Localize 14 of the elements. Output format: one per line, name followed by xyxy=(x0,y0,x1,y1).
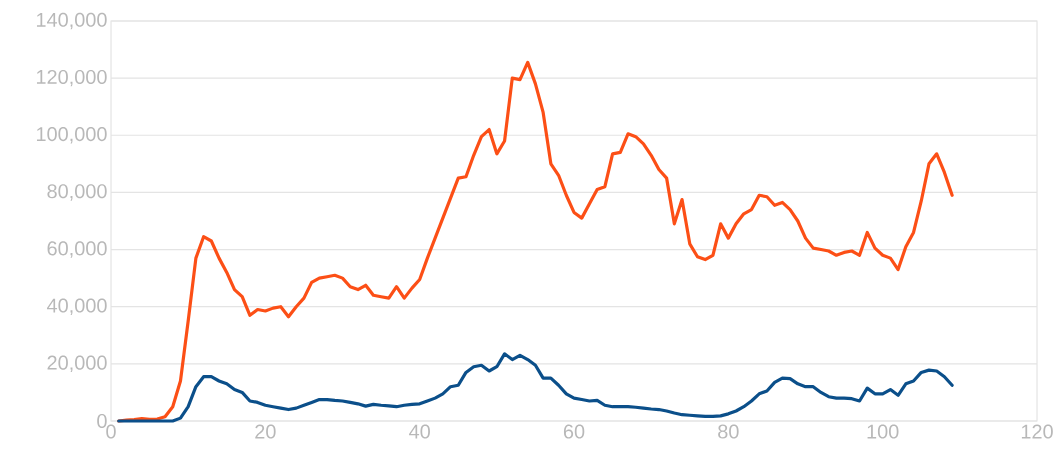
x-tick-label: 60 xyxy=(563,424,585,439)
x-tick-label: 100 xyxy=(867,424,899,439)
x-tick-label: 80 xyxy=(718,424,739,439)
y-tick-label: 0 xyxy=(97,413,107,429)
x-tick-label: 20 xyxy=(255,424,276,439)
x-tick-label: 120 xyxy=(1021,424,1053,439)
y-tick-label: 120,000 xyxy=(36,69,107,87)
y-tick-label: 60,000 xyxy=(47,241,107,258)
y-tick-label: 20,000 xyxy=(47,355,107,373)
y-tick-label: 80,000 xyxy=(47,184,107,201)
y-tick-label: 140,000 xyxy=(36,12,107,30)
y-tick-label: 100,000 xyxy=(36,127,107,144)
x-tick-label: 40 xyxy=(409,424,430,439)
y-tick-label: 40,000 xyxy=(47,298,107,315)
